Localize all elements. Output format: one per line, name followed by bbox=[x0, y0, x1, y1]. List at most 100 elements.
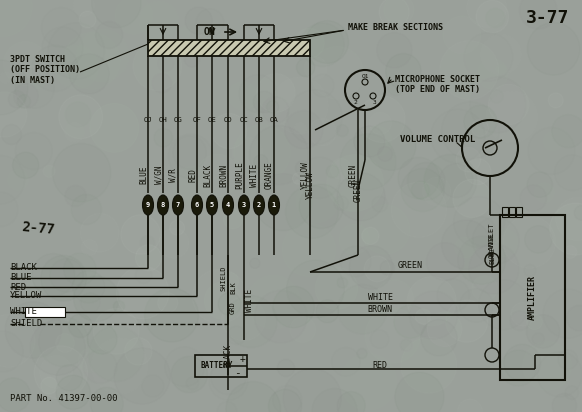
Bar bbox=[502, 207, 508, 217]
Circle shape bbox=[549, 203, 582, 255]
Bar bbox=[509, 207, 515, 217]
Circle shape bbox=[158, 293, 178, 313]
Ellipse shape bbox=[268, 195, 279, 215]
Circle shape bbox=[357, 349, 367, 359]
Ellipse shape bbox=[222, 195, 233, 215]
Text: WHITE: WHITE bbox=[246, 288, 254, 311]
Text: 6: 6 bbox=[195, 202, 199, 208]
Text: BLUE: BLUE bbox=[10, 274, 31, 283]
Circle shape bbox=[443, 16, 481, 54]
Text: 3-77: 3-77 bbox=[526, 9, 570, 27]
Circle shape bbox=[34, 346, 87, 399]
Text: OA: OA bbox=[269, 117, 278, 123]
Text: RED: RED bbox=[372, 360, 388, 370]
Text: RED: RED bbox=[10, 283, 26, 292]
Circle shape bbox=[394, 305, 427, 338]
Text: MICROPHONE SOCKET
(TOP END OF MAST): MICROPHONE SOCKET (TOP END OF MAST) bbox=[395, 75, 480, 94]
Circle shape bbox=[380, 261, 395, 275]
Circle shape bbox=[339, 224, 370, 255]
Circle shape bbox=[41, 377, 58, 394]
Circle shape bbox=[401, 169, 444, 211]
Bar bbox=[195, 355, 247, 377]
Text: YELLOW: YELLOW bbox=[306, 171, 315, 199]
Circle shape bbox=[386, 54, 421, 89]
Circle shape bbox=[234, 124, 290, 181]
Circle shape bbox=[285, 110, 323, 149]
Circle shape bbox=[152, 74, 172, 93]
Circle shape bbox=[354, 126, 385, 157]
Text: 1: 1 bbox=[272, 202, 276, 208]
Text: SHIELD: SHIELD bbox=[220, 265, 226, 291]
Circle shape bbox=[125, 338, 152, 365]
Text: GREEN: GREEN bbox=[398, 262, 423, 271]
Circle shape bbox=[5, 302, 62, 358]
Text: OD: OD bbox=[223, 117, 232, 123]
Circle shape bbox=[2, 124, 22, 145]
Circle shape bbox=[293, 173, 304, 184]
Circle shape bbox=[226, 382, 281, 412]
Circle shape bbox=[69, 314, 92, 337]
Circle shape bbox=[69, 54, 109, 94]
Text: WHITE: WHITE bbox=[250, 164, 259, 187]
Circle shape bbox=[218, 293, 241, 316]
Circle shape bbox=[349, 246, 393, 289]
Circle shape bbox=[306, 21, 349, 63]
Circle shape bbox=[197, 154, 239, 197]
Circle shape bbox=[221, 272, 239, 290]
Text: WHITE: WHITE bbox=[367, 293, 392, 302]
Text: WHITE: WHITE bbox=[10, 307, 37, 316]
Circle shape bbox=[567, 305, 582, 331]
Text: PURPLE: PURPLE bbox=[235, 161, 244, 189]
Ellipse shape bbox=[207, 195, 218, 215]
Ellipse shape bbox=[239, 195, 250, 215]
Text: YELLOW: YELLOW bbox=[301, 161, 310, 189]
Circle shape bbox=[416, 309, 431, 324]
Circle shape bbox=[0, 92, 27, 137]
Circle shape bbox=[52, 143, 111, 202]
Circle shape bbox=[196, 45, 208, 57]
Circle shape bbox=[41, 255, 87, 301]
Text: AMPLIFIER: AMPLIFIER bbox=[528, 275, 537, 320]
Text: VIOLET: VIOLET bbox=[489, 222, 495, 248]
Circle shape bbox=[398, 157, 439, 199]
Ellipse shape bbox=[143, 195, 154, 215]
Circle shape bbox=[79, 11, 96, 28]
Text: MAKE BREAK SECTIONS: MAKE BREAK SECTIONS bbox=[348, 23, 443, 31]
Text: -: - bbox=[233, 368, 240, 378]
Circle shape bbox=[30, 320, 85, 375]
Circle shape bbox=[282, 223, 336, 276]
Circle shape bbox=[92, 0, 141, 28]
Text: +: + bbox=[240, 354, 246, 364]
Text: BLUE: BLUE bbox=[489, 246, 495, 264]
Ellipse shape bbox=[191, 195, 203, 215]
Circle shape bbox=[59, 95, 102, 139]
Text: O1: O1 bbox=[361, 73, 369, 79]
Text: 8: 8 bbox=[161, 202, 165, 208]
Circle shape bbox=[211, 113, 247, 149]
Circle shape bbox=[250, 258, 260, 268]
Text: YELLOW: YELLOW bbox=[10, 292, 42, 300]
Circle shape bbox=[32, 254, 74, 296]
Circle shape bbox=[411, 181, 430, 199]
Text: 3: 3 bbox=[373, 100, 377, 105]
Circle shape bbox=[525, 226, 552, 253]
Circle shape bbox=[471, 119, 488, 136]
Circle shape bbox=[170, 220, 184, 235]
Text: W/R: W/R bbox=[169, 168, 178, 182]
Circle shape bbox=[73, 276, 119, 321]
Text: ORANGE: ORANGE bbox=[489, 232, 495, 258]
Text: BROWN: BROWN bbox=[367, 304, 392, 314]
Circle shape bbox=[90, 103, 139, 152]
Circle shape bbox=[548, 93, 563, 108]
Circle shape bbox=[257, 74, 295, 112]
Circle shape bbox=[311, 47, 364, 99]
Circle shape bbox=[465, 159, 491, 185]
Circle shape bbox=[299, 184, 343, 229]
Circle shape bbox=[26, 66, 38, 78]
Circle shape bbox=[0, 378, 30, 412]
Circle shape bbox=[359, 96, 405, 143]
Circle shape bbox=[379, 0, 409, 27]
Text: ORANGE: ORANGE bbox=[265, 161, 274, 189]
Circle shape bbox=[407, 276, 456, 326]
Text: BLACK: BLACK bbox=[203, 164, 212, 187]
